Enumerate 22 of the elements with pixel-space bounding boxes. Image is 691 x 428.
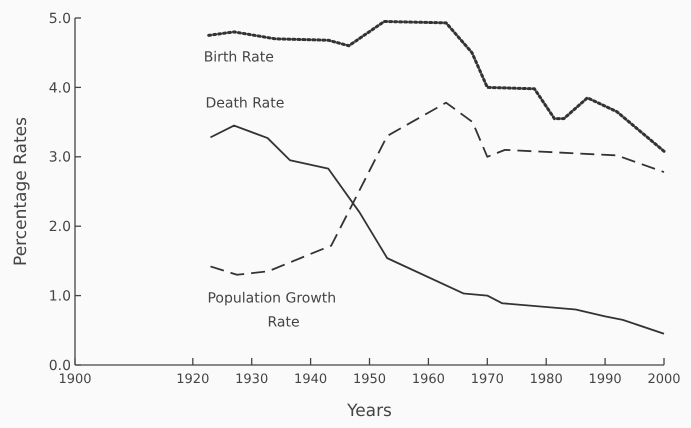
y-tick-label: 0.0	[48, 358, 71, 374]
x-tick-label: 1930	[235, 372, 268, 387]
series-label: Population Growth Rate	[207, 290, 336, 330]
x-tick-label: 1970	[470, 372, 504, 387]
y-tick-label: 2.0	[48, 219, 71, 236]
y-tick-label: 1.0	[48, 288, 71, 304]
y-tick-label: 3.0	[48, 150, 71, 166]
x-tick-label: 1960	[412, 372, 445, 387]
x-tick-label: 1920	[176, 372, 210, 387]
y-axis-title: Percentage Rates	[11, 116, 31, 266]
series-label: Birth Rate	[204, 49, 274, 66]
x-tick-label: 2000	[647, 372, 681, 387]
y-tick-label: 5.0	[48, 10, 71, 27]
x-axis-title: Years	[346, 401, 392, 421]
x-tick-label: 1980	[530, 372, 563, 387]
x-tick-label: 1990	[588, 372, 622, 387]
x-tick-label: 1940	[294, 372, 328, 387]
series-label: Death Rate	[205, 95, 284, 112]
x-tick-label: 1900	[58, 372, 92, 387]
x-tick-label: 1950	[352, 372, 386, 387]
line-series	[207, 20, 666, 153]
y-tick-label: 4.0	[48, 80, 71, 96]
